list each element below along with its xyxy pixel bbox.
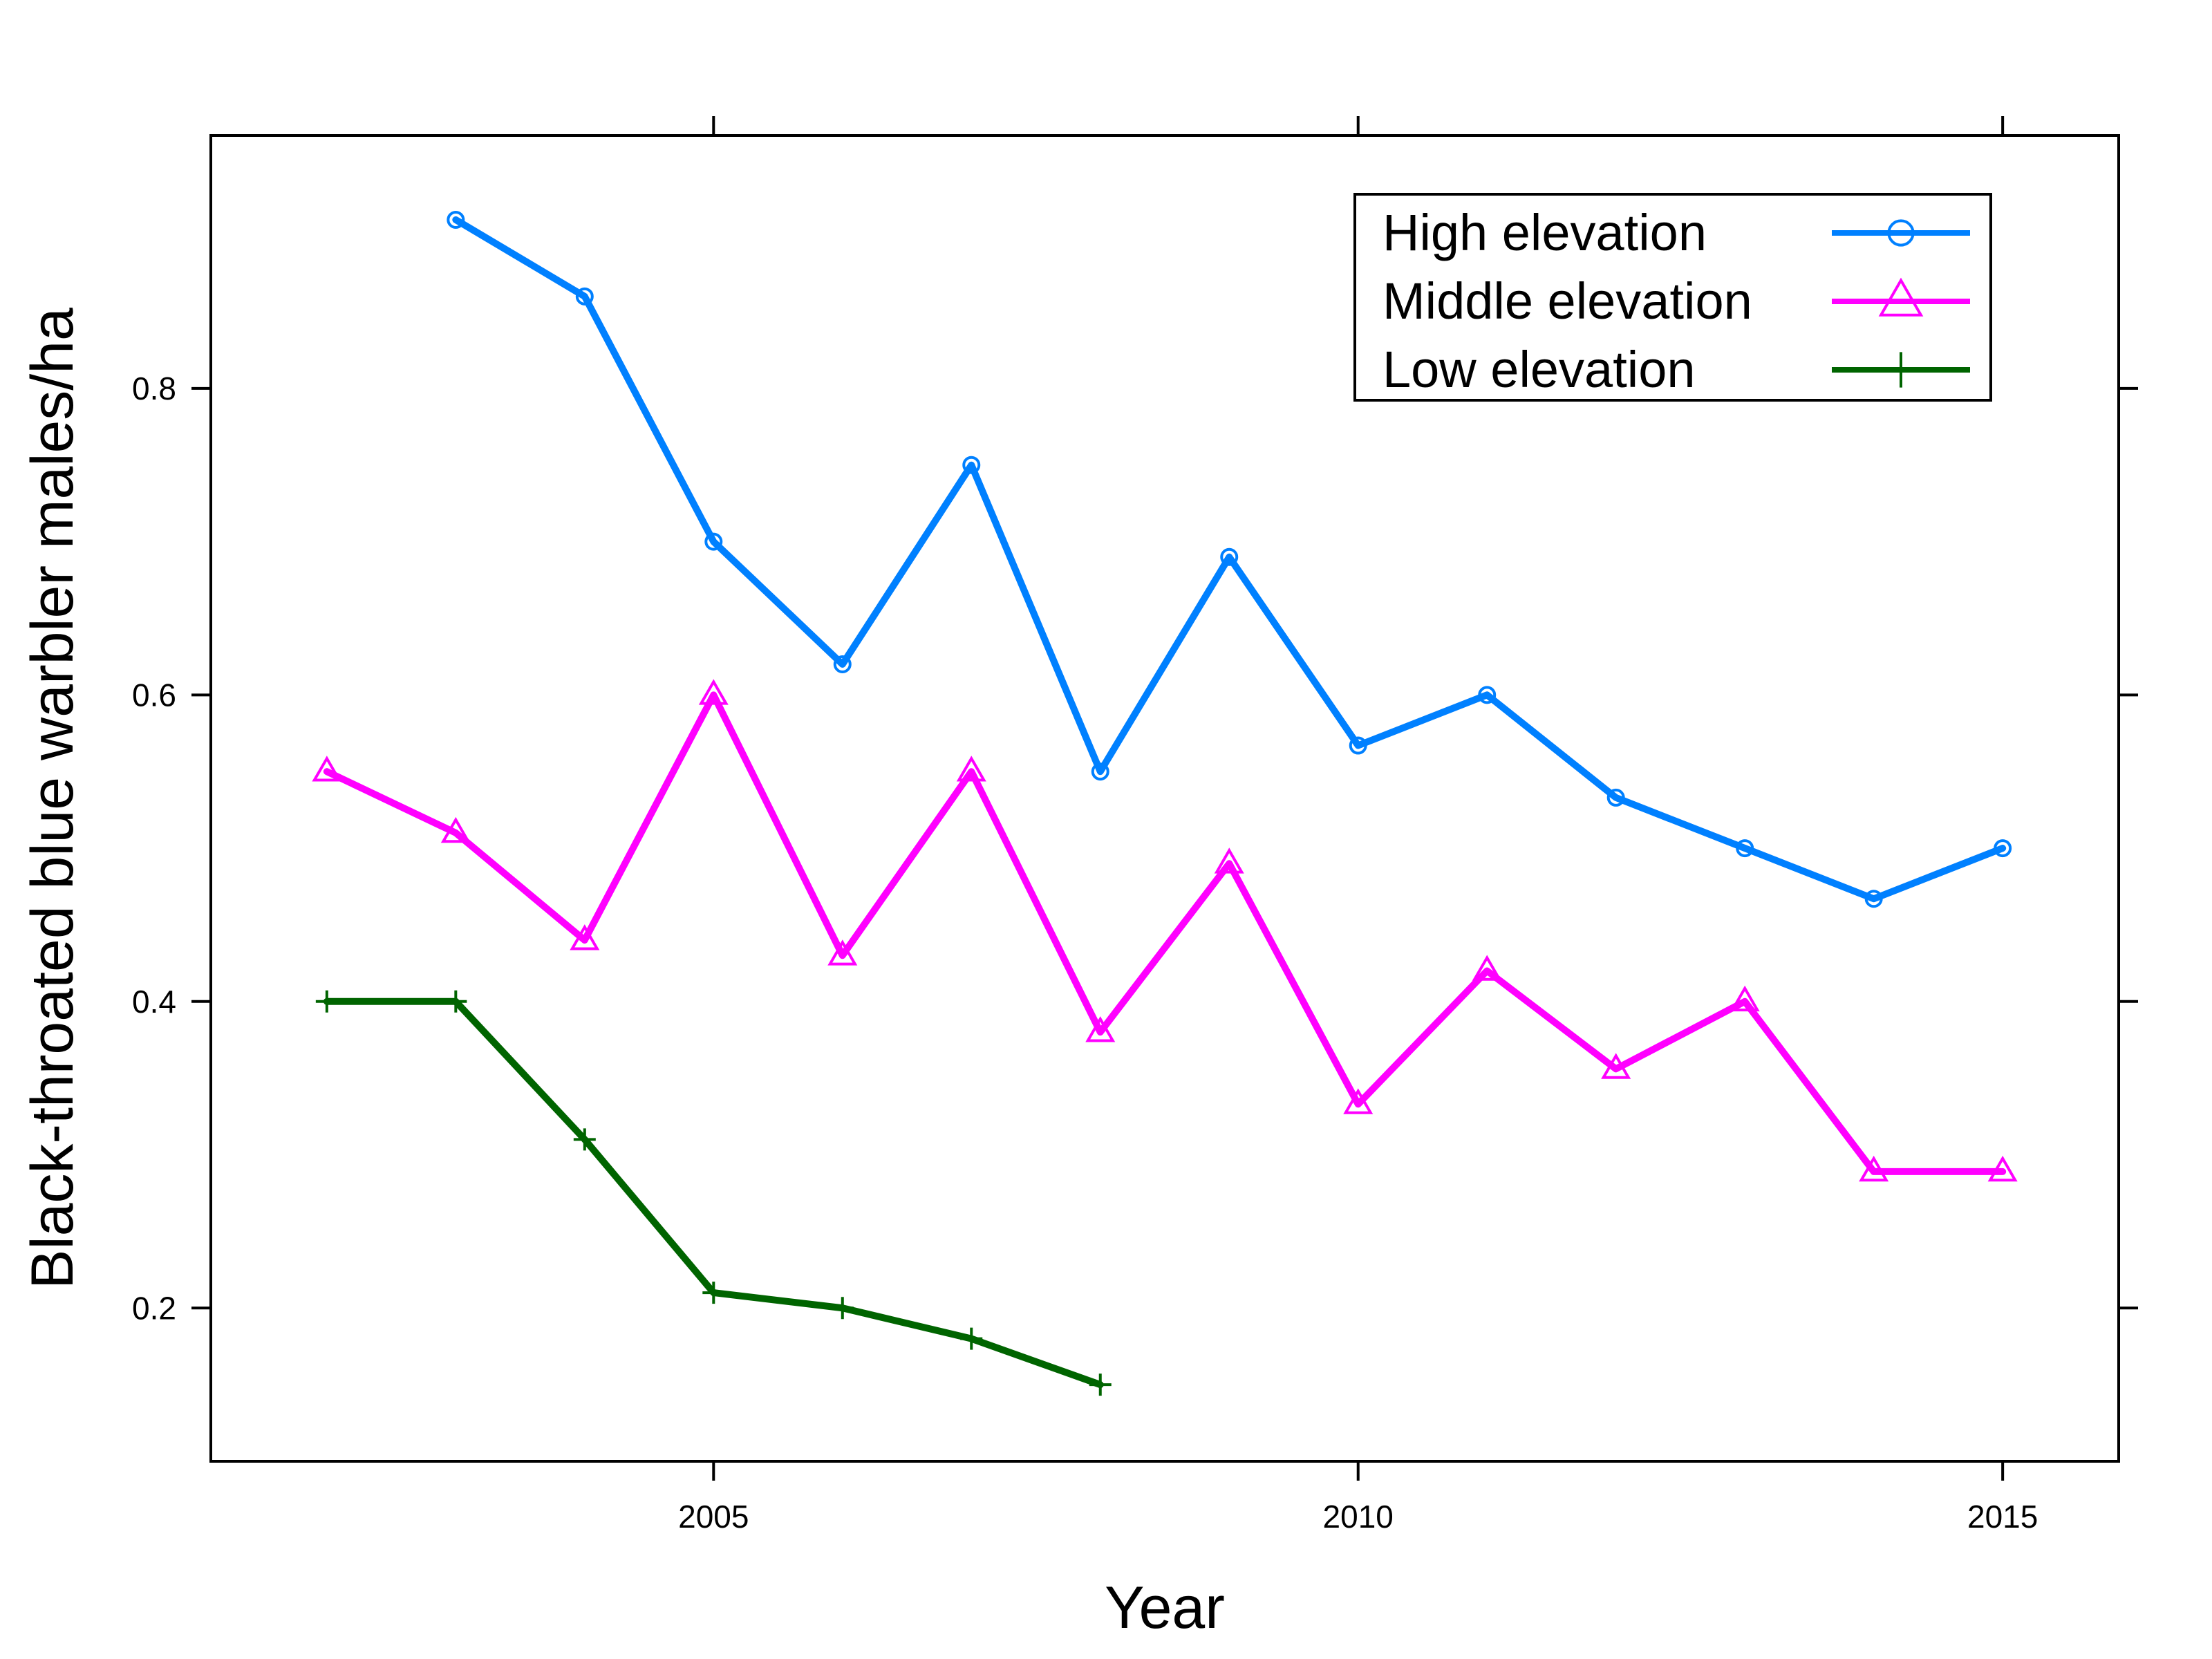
data-point-high-2012 — [1606, 788, 1625, 807]
data-point-low-2005 — [702, 1282, 725, 1304]
x-axis-label: Year — [1105, 1575, 1225, 1641]
data-point-middle-2003 — [440, 816, 471, 843]
data-point-middle-2004 — [570, 924, 600, 950]
data-point-middle-2011 — [1472, 955, 1502, 981]
data-point-middle-2005 — [698, 679, 729, 705]
data-point-high-2014 — [1864, 890, 1883, 908]
series-line-high — [452, 216, 2007, 903]
series-layer — [312, 210, 2018, 1396]
data-point-high-2003 — [447, 210, 465, 229]
legend-label-high: High elevation — [1382, 204, 1707, 261]
x-tick-label-1: 2010 — [1323, 1499, 1394, 1535]
data-point-high-2004 — [575, 287, 594, 306]
series-line-low — [323, 997, 1104, 1389]
data-point-middle-2014 — [1859, 1155, 1889, 1182]
y-tick-label-3: 0.8 — [132, 371, 176, 406]
data-point-low-2006 — [831, 1297, 854, 1320]
data-point-high-2005 — [704, 532, 723, 551]
legend-marker-low — [1883, 352, 1919, 388]
x-tick-label-0: 2005 — [678, 1499, 749, 1535]
data-point-middle-2007 — [956, 756, 986, 782]
data-point-high-2010 — [1349, 736, 1367, 755]
data-point-middle-2009 — [1214, 847, 1244, 874]
y-axis-label: Black-throated blue warbler males/ha — [19, 308, 86, 1289]
series-low — [315, 990, 1112, 1396]
y-tick-label-2: 0.6 — [132, 677, 176, 713]
x-tick-label-2: 2015 — [1967, 1499, 2038, 1535]
data-point-high-2008 — [1091, 762, 1109, 781]
data-point-low-2008 — [1089, 1374, 1112, 1396]
data-point-middle-2010 — [1343, 1088, 1374, 1114]
data-point-middle-2008 — [1085, 1016, 1116, 1042]
data-point-middle-2013 — [1730, 985, 1760, 1012]
legend-label-middle: Middle elevation — [1382, 272, 1752, 330]
plot-frame — [209, 134, 2120, 1463]
data-point-middle-2015 — [1987, 1155, 2018, 1182]
data-point-high-2007 — [962, 456, 981, 474]
y-tick-label-1: 0.4 — [132, 984, 176, 1020]
series-middle — [312, 679, 2018, 1182]
legend-marker-high — [1887, 219, 1915, 247]
legend-keys — [1832, 219, 1970, 388]
y-tick-label-0: 0.2 — [132, 1290, 176, 1326]
data-point-low-2003 — [444, 990, 467, 1013]
axis-ticks: 2005 2010 2015 0.2 0.4 0.6 0.8 — [132, 116, 2138, 1535]
data-point-middle-2002 — [312, 756, 342, 782]
data-point-low-2007 — [960, 1327, 983, 1350]
data-point-high-2006 — [833, 655, 852, 673]
data-point-high-2009 — [1220, 547, 1239, 566]
data-point-high-2011 — [1478, 686, 1497, 704]
legend-box — [1353, 193, 1992, 402]
legend-marker-middle — [1878, 277, 1924, 317]
data-point-middle-2006 — [827, 939, 858, 966]
legend-label-low: Low elevation — [1382, 341, 1696, 398]
data-point-low-2004 — [573, 1128, 596, 1151]
data-point-high-2015 — [1994, 839, 2012, 858]
data-point-middle-2012 — [1601, 1053, 1631, 1079]
series-high — [447, 210, 2012, 908]
data-point-high-2013 — [1736, 839, 1754, 858]
series-line-middle — [323, 691, 2007, 1175]
legend: High elevation Middle elevation Low elev… — [1353, 193, 1992, 402]
data-point-low-2002 — [315, 990, 338, 1013]
